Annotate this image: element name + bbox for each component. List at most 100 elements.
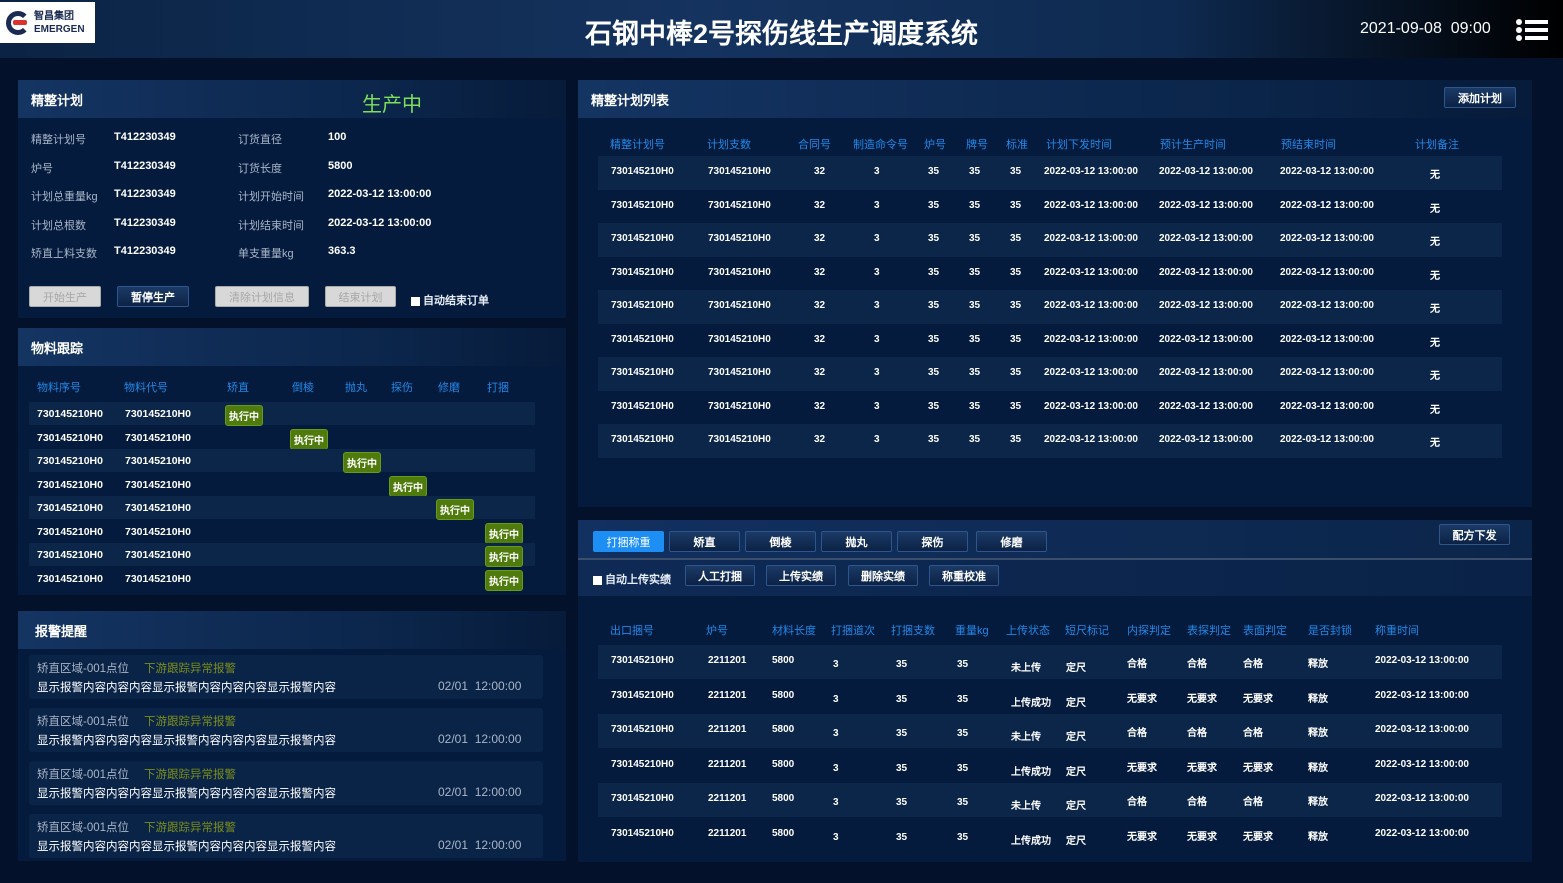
menu-icon[interactable] [1516, 19, 1548, 41]
pause-production-button[interactable]: 暂停生产 [117, 286, 189, 307]
material-seq: 730145210H0 [37, 549, 103, 561]
plan-cell: 35 [928, 266, 940, 278]
end-plan-button[interactable]: 结束计划 [325, 286, 396, 307]
tracking-row[interactable]: 730145210H0 730145210H0 执行中 [29, 520, 535, 544]
plan-row[interactable]: 730145210H0 730145210H0 32 3 35 35 35 2022-03-1… [598, 156, 1502, 190]
process-cell: 730145210H0 [611, 827, 674, 839]
tab-0[interactable]: 打捆称重 [593, 531, 664, 552]
plan-cell: 3 [874, 367, 880, 378]
plan-cell: 35 [969, 367, 981, 378]
plan-row[interactable]: 730145210H0 730145210H0 32 3 35 35 35 2022-03-1… [598, 257, 1502, 291]
tab-1[interactable]: 矫直 [669, 531, 740, 552]
alarm-time: 02/01 12:00:00 [438, 785, 522, 799]
plan-cell: 35 [928, 434, 940, 445]
material-code: 730145210H0 [125, 455, 191, 467]
tracking-row[interactable]: 730145210H0 730145210H0 执行中 [29, 402, 535, 426]
process-row[interactable]: 730145210H0 2211201 5800 3 35 35 上传成功 定尺 无要求 无要求 无… [598, 818, 1502, 852]
plan-cell: 730145210H0 [611, 300, 674, 311]
plan-cell: 35 [928, 333, 940, 345]
plan-panel: 精整计划 生产中 精整计划号 T412230349 订货直径 100 炉号 T4122303… [18, 80, 566, 318]
field-value: T412230349 [114, 159, 176, 172]
process-cell: 35 [896, 797, 908, 808]
process-row[interactable]: 730145210H0 2211201 5800 3 35 35 未上传 定尺 合格 合格 合格 释放… [598, 645, 1502, 679]
tracking-row[interactable]: 730145210H0 730145210H0 执行中 [29, 449, 535, 473]
tracking-row[interactable]: 730145210H0 730145210H0 执行中 [29, 543, 535, 567]
tracking-row[interactable]: 730145210H0 730145210H0 执行中 [29, 496, 535, 520]
process-cell: 定尺 [1066, 835, 1086, 847]
alarm-item[interactable]: 矫直区域-001点位 下游跟踪异常报警 显示报警内容内容内容显示报警内容内容内容显示… [29, 708, 543, 752]
tab-4[interactable]: 探伤 [897, 531, 968, 552]
status-badge: 生产中 [362, 94, 422, 116]
plan-row[interactable]: 730145210H0 730145210H0 32 3 35 35 35 2022-03-1… [598, 324, 1502, 358]
plan-row[interactable]: 730145210H0 730145210H0 32 3 35 35 35 2022-03-1… [598, 424, 1502, 458]
tracking-row[interactable]: 730145210H0 730145210H0 执行中 [29, 426, 535, 450]
process-row[interactable]: 730145210H0 2211201 5800 3 35 35 上传成功 定尺 无要求 无要求 无… [598, 680, 1502, 714]
process-row[interactable]: 730145210H0 2211201 5800 3 35 35 未上传 定尺 合格 合格 合格 释放… [598, 783, 1502, 817]
plan-cell: 2022-03-12 13:00:00 [1159, 434, 1253, 445]
alarm-content: 显示报警内容内容内容显示报警内容内容内容显示报警内容 [37, 735, 336, 747]
process-row[interactable]: 730145210H0 2211201 5800 3 35 35 未上传 定尺 合格 合格 合格 释放… [598, 714, 1502, 748]
plan-row[interactable]: 730145210H0 730145210H0 32 3 35 35 35 2022-03-1… [598, 290, 1502, 324]
plan-cell: 35 [928, 367, 940, 378]
action-button[interactable]: 人工打捆 [685, 565, 755, 586]
clear-plan-button[interactable]: 清除计划信息 [215, 286, 309, 307]
process-cell: 3 [833, 762, 839, 774]
material-seq: 730145210H0 [37, 478, 103, 491]
plan-cell: 730145210H0 [708, 266, 771, 278]
plan-cell: 2022-03-12 13:00:00 [1280, 233, 1374, 244]
tracking-row[interactable]: 730145210H0 730145210H0 执行中 [29, 473, 535, 497]
process-cell: 2022-03-12 13:00:00 [1375, 827, 1469, 839]
plan-row[interactable]: 730145210H0 730145210H0 32 3 35 35 35 2022-03-1… [598, 391, 1502, 425]
tracking-row[interactable]: 730145210H0 730145210H0 执行中 [29, 567, 535, 591]
tab-5[interactable]: 修磨 [976, 531, 1047, 552]
plan-cell: 32 [814, 166, 826, 177]
process-cell: 2022-03-12 13:00:00 [1375, 689, 1469, 701]
process-cell: 2022-03-12 13:00:00 [1375, 655, 1469, 666]
plan-row[interactable]: 730145210H0 730145210H0 32 3 35 35 35 2022-03-1… [598, 190, 1502, 224]
tab-2[interactable]: 倒棱 [745, 531, 816, 552]
process-cell: 合格 [1243, 797, 1263, 808]
plan-column-header: 标准 [1006, 139, 1028, 151]
plan-cell: 730145210H0 [611, 199, 674, 211]
tracking-column-header: 矫直 [227, 382, 249, 394]
process-cell: 730145210H0 [611, 793, 674, 804]
alarm-title: 报警提醒 [35, 623, 88, 639]
action-button[interactable]: 称重校准 [929, 565, 999, 586]
plan-cell: 2022-03-12 13:00:00 [1159, 400, 1253, 412]
action-button[interactable]: 删除实绩 [848, 565, 918, 586]
alarm-type: 下游跟踪异常报警 [144, 822, 236, 834]
alarm-time: 02/01 12:00:00 [438, 838, 522, 852]
plan-cell: 2022-03-12 13:00:00 [1159, 166, 1253, 177]
plan-row[interactable]: 730145210H0 730145210H0 32 3 35 35 35 2022-03-1… [598, 223, 1502, 257]
page-title: 石钢中棒2号探伤线生产调度系统 [584, 19, 978, 49]
material-seq: 730145210H0 [37, 525, 103, 538]
executing-tag: 执行中 [225, 405, 263, 426]
auto-end-checkbox[interactable]: 自动结束订单 [411, 292, 489, 308]
alarm-item[interactable]: 矫直区域-001点位 下游跟踪异常报警 显示报警内容内容内容显示报警内容内容内容显示… [29, 655, 543, 699]
plan-cell: 2022-03-12 13:00:00 [1044, 233, 1138, 244]
plan-cell: 3 [874, 199, 880, 211]
process-cell: 合格 [1243, 728, 1263, 739]
plan-cell: 35 [1010, 166, 1022, 177]
recipe-issue-button[interactable]: 配方下发 [1439, 524, 1510, 545]
field-label: 计划总根数 [31, 219, 86, 232]
start-production-button[interactable]: 开始生产 [29, 286, 101, 307]
process-row[interactable]: 730145210H0 2211201 5800 3 35 35 上传成功 定尺 无要求 无要求 无… [598, 749, 1502, 783]
process-cell: 35 [896, 762, 908, 774]
auto-upload-checkbox[interactable]: 自动上传实绩 [593, 571, 671, 587]
header: 智昌集团 EMERGEN 石钢中棒2号探伤线生产调度系统 2021-09-08 0… [0, 0, 1563, 58]
tab-3[interactable]: 抛丸 [821, 531, 892, 552]
plan-cell: 2022-03-12 13:00:00 [1280, 333, 1374, 345]
alarm-item[interactable]: 矫直区域-001点位 下游跟踪异常报警 显示报警内容内容内容显示报警内容内容内容显示… [29, 761, 543, 805]
material-seq: 730145210H0 [37, 502, 103, 514]
action-button[interactable]: 上传实绩 [766, 565, 836, 586]
plan-row[interactable]: 730145210H0 730145210H0 32 3 35 35 35 2022-03-1… [598, 357, 1502, 391]
process-column-header: 炉号 [706, 625, 728, 637]
add-plan-button[interactable]: 添加计划 [1444, 87, 1516, 108]
tracking-column-header: 物料代号 [124, 382, 168, 394]
logo-mark-icon [6, 10, 30, 35]
field-label: 精整计划号 [31, 134, 86, 146]
alarm-time: 02/01 12:00:00 [438, 732, 522, 746]
auto-end-label: 自动结束订单 [423, 295, 489, 307]
alarm-item[interactable]: 矫直区域-001点位 下游跟踪异常报警 显示报警内容内容内容显示报警内容内容内容显示… [29, 814, 543, 858]
